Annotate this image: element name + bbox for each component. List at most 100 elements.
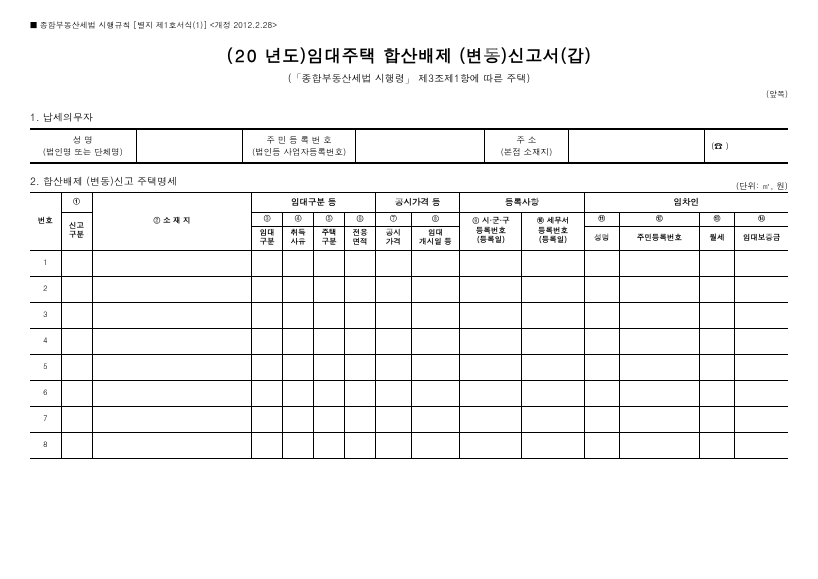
table-cell (411, 354, 460, 380)
table-cell (376, 302, 411, 328)
rrn-sublabel: (법인등 사업자등록번호) (247, 146, 352, 158)
name-value (136, 130, 242, 163)
table-cell (619, 406, 699, 432)
table-cell (376, 380, 411, 406)
table-cell (735, 328, 788, 354)
table-cell (252, 276, 283, 302)
rrn-label: 주 민 등 록 번 호 (247, 134, 352, 146)
table-cell (619, 302, 699, 328)
table-row: 8 (30, 432, 788, 458)
table-cell (460, 432, 522, 458)
table-cell (376, 276, 411, 302)
th-grpC: 등록사항 (460, 193, 584, 213)
table-cell (345, 354, 376, 380)
rrn-value (356, 130, 485, 163)
table-cell (699, 380, 734, 406)
th-14b: 임대보증금 (735, 227, 788, 251)
table-cell (619, 276, 699, 302)
th-7b: 공시 가격 (376, 227, 411, 251)
section2-label: 2. 합산배제 (변동)신고 주택명세 (30, 172, 177, 190)
table-cell (735, 354, 788, 380)
subtitle: (「종합부동산세법 시행령」 제3조제1항에 따른 주택) (30, 71, 788, 85)
table-cell (314, 250, 345, 276)
page-side-note: (앞쪽) (30, 89, 788, 100)
main-title: (20 년도)임대주택 합산배제 (변동)신고서(갑) (30, 43, 788, 67)
th-10: ⑩ 세무서 등록번호 (등록일) (522, 212, 584, 250)
table-cell (735, 432, 788, 458)
table-cell (699, 432, 734, 458)
table-cell (584, 302, 619, 328)
th-grpB: 공시가격 등 (376, 193, 460, 213)
name-label: 성 명 (34, 134, 132, 146)
table-cell (735, 276, 788, 302)
th-13a: ⑬ (699, 212, 734, 226)
table-cell (460, 302, 522, 328)
table-cell (522, 432, 584, 458)
table-cell (460, 380, 522, 406)
table-cell (619, 380, 699, 406)
th-5a: ⑤ (314, 212, 345, 226)
table-cell (283, 406, 314, 432)
table-cell (252, 302, 283, 328)
th-grpD: 임차인 (584, 193, 788, 213)
table-cell (735, 302, 788, 328)
th-1a: ① (61, 193, 92, 213)
th-6a: ⑥ (345, 212, 376, 226)
form-regulation-note: ■ 종합부동산세법 시행규칙 [별지 제1호서식(1)] <개정 2012.2.… (30, 20, 788, 31)
table-cell (92, 328, 252, 354)
details-table: 번호 ① ② 소 재 지 임대구분 등 공시가격 등 등록사항 임차인 신고 구… (30, 192, 788, 459)
table-cell (584, 380, 619, 406)
table-cell (460, 250, 522, 276)
table-cell (619, 354, 699, 380)
table-cell (92, 276, 252, 302)
table-cell (283, 328, 314, 354)
table-cell (619, 328, 699, 354)
phone-cell: (☎ ) (705, 130, 788, 163)
table-cell (735, 380, 788, 406)
table-cell (314, 328, 345, 354)
table-cell: 4 (30, 328, 61, 354)
table-cell (61, 432, 92, 458)
table-cell (314, 380, 345, 406)
table-cell (314, 354, 345, 380)
rrn-label-cell: 주 민 등 록 번 호 (법인등 사업자등록번호) (242, 130, 356, 163)
title-year-prefix: (20 (226, 43, 258, 67)
table-cell (61, 354, 92, 380)
table-cell (61, 302, 92, 328)
th-3a: ③ (252, 212, 283, 226)
table-cell (314, 302, 345, 328)
name-label-cell: 성 명 (법인명 또는 단체명) (30, 130, 136, 163)
table-cell (411, 328, 460, 354)
th-1b: 신고 구분 (61, 212, 92, 250)
table-cell (699, 328, 734, 354)
addr-value (568, 130, 704, 163)
table-cell: 8 (30, 432, 61, 458)
table-cell: 3 (30, 302, 61, 328)
table-cell (92, 432, 252, 458)
table-cell (345, 380, 376, 406)
table-cell (411, 276, 460, 302)
table-cell (584, 354, 619, 380)
table-cell (376, 328, 411, 354)
table-cell (522, 250, 584, 276)
section1-label: 1. 납세의무자 (30, 108, 788, 126)
th-6b: 전용 면적 (345, 227, 376, 251)
table-cell (283, 354, 314, 380)
table-cell (345, 250, 376, 276)
table-cell (735, 250, 788, 276)
table-row: 7 (30, 406, 788, 432)
th-11b: 성명 (584, 227, 619, 251)
table-cell (460, 328, 522, 354)
table-cell (376, 406, 411, 432)
table-cell (252, 406, 283, 432)
table-row: 6 (30, 380, 788, 406)
th-4b: 취득 사유 (283, 227, 314, 251)
th-13b: 월세 (699, 227, 734, 251)
table-cell (252, 250, 283, 276)
table-cell (411, 250, 460, 276)
table-cell (522, 380, 584, 406)
name-sublabel: (법인명 또는 단체명) (34, 146, 132, 158)
th-grpA: 임대구분 등 (252, 193, 376, 213)
table-cell (522, 354, 584, 380)
th-9: ⑨ 시·군·구 등록번호 (등록일) (460, 212, 522, 250)
